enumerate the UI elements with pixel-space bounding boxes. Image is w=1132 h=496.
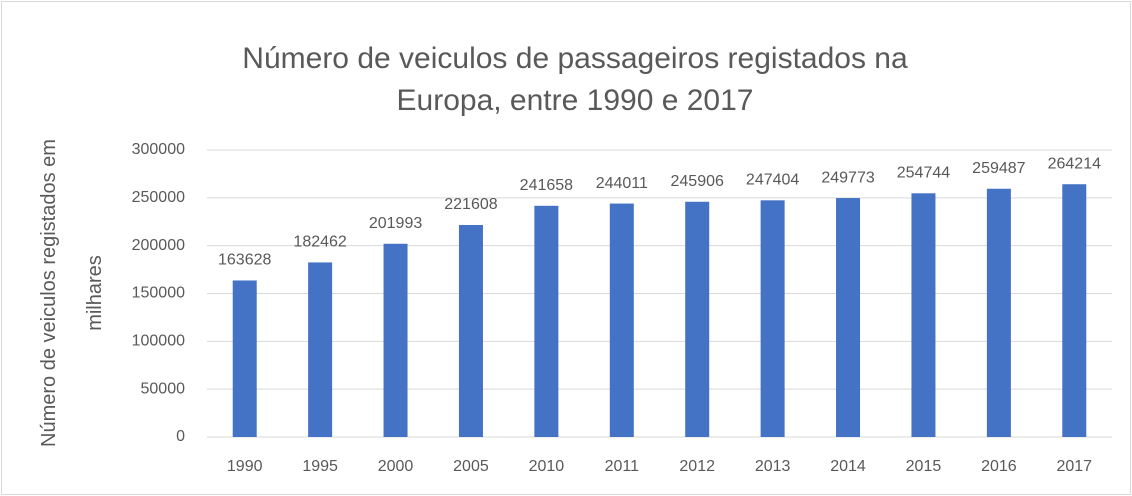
- x-tick-label: 2005: [453, 458, 489, 475]
- data-label: 182462: [293, 234, 346, 251]
- bar: [383, 243, 408, 437]
- bar: [986, 188, 1011, 437]
- bar: [308, 262, 333, 437]
- data-label: 244011: [596, 175, 648, 192]
- bar: [836, 198, 861, 437]
- x-tick-label: 2017: [1056, 458, 1092, 475]
- y-tick-label: 250000: [132, 189, 185, 206]
- y-tick-label: 50000: [141, 380, 186, 397]
- x-tick-label: 2014: [830, 458, 866, 475]
- bar: [911, 193, 936, 437]
- x-tick-label: 2013: [755, 458, 791, 475]
- y-tick-label: 150000: [132, 285, 185, 302]
- x-tick-label: 2000: [378, 458, 414, 475]
- y-tick-label: 300000: [132, 141, 185, 158]
- bar: [458, 224, 483, 437]
- y-tick-label: 100000: [132, 333, 185, 350]
- chart-title: Número de veiculos de passageiros regist…: [242, 42, 908, 117]
- data-label: 221608: [444, 196, 497, 213]
- bar: [609, 203, 634, 437]
- bar: [760, 200, 785, 437]
- y-tick-label: 0: [176, 428, 185, 445]
- x-tick-label: 2012: [679, 458, 715, 475]
- x-tick-label: 2016: [981, 458, 1017, 475]
- bar: [685, 201, 710, 437]
- bar: [1062, 184, 1087, 437]
- y-tick-label: 200000: [132, 237, 185, 254]
- x-tick-label: 2015: [906, 458, 942, 475]
- data-label: 245906: [671, 173, 724, 190]
- x-tick-label: 1990: [227, 458, 263, 475]
- x-tick-label: 1995: [302, 458, 338, 475]
- data-label: 264214: [1048, 155, 1101, 172]
- x-tick-label: 2011: [605, 458, 640, 475]
- data-label: 249773: [821, 169, 874, 186]
- data-label: 201993: [369, 215, 422, 232]
- data-label: 247404: [746, 172, 799, 189]
- data-label: 241658: [520, 177, 573, 194]
- bar: [232, 280, 257, 437]
- data-label: 259487: [972, 160, 1025, 177]
- x-tick-label: 2010: [529, 458, 565, 475]
- bar: [534, 205, 559, 437]
- data-label: 163628: [218, 252, 271, 269]
- data-label: 254744: [897, 165, 950, 182]
